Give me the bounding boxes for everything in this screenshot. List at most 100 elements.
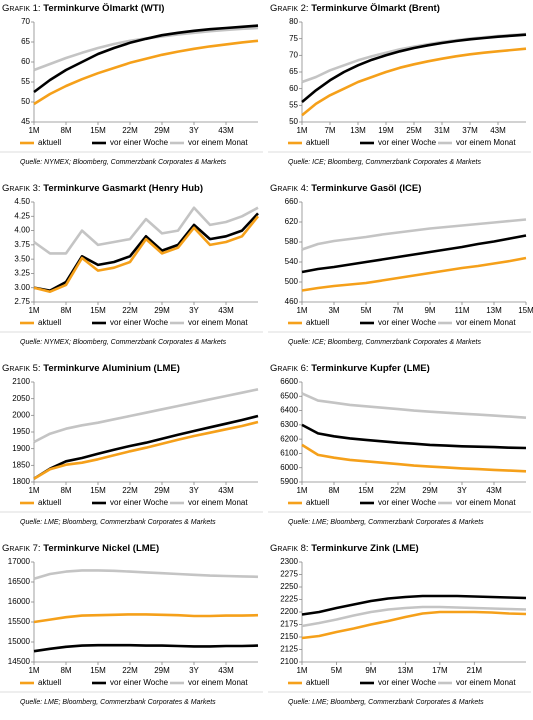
x-tick-label: 43M bbox=[490, 126, 506, 135]
legend-label: vor einer Woche bbox=[378, 318, 437, 327]
legend-label: aktuell bbox=[306, 318, 329, 327]
x-tick-label: 8M bbox=[60, 666, 71, 675]
y-tick-label: 4.00 bbox=[14, 226, 30, 235]
x-tick-label: 37M bbox=[462, 126, 478, 135]
x-tick-label: 29M bbox=[422, 486, 438, 495]
y-tick-label: 2200 bbox=[280, 607, 298, 616]
x-tick-label: 17M bbox=[432, 666, 448, 675]
y-tick-label: 45 bbox=[21, 117, 30, 126]
chart-title: Grafik 6: Terminkurve Kupfer (LME) bbox=[270, 363, 430, 374]
series-line bbox=[33, 420, 259, 480]
legend-label: vor einem Monat bbox=[456, 678, 516, 687]
y-tick-label: 460 bbox=[285, 297, 299, 306]
legend-label: vor einem Monat bbox=[456, 498, 516, 507]
x-tick-label: 22M bbox=[122, 306, 138, 315]
x-tick-label: 43M bbox=[218, 306, 234, 315]
y-tick-label: 50 bbox=[21, 97, 30, 106]
y-tick-label: 60 bbox=[21, 57, 30, 66]
y-tick-label: 14500 bbox=[8, 657, 31, 666]
x-tick-label: 3M bbox=[328, 306, 339, 315]
legend-label: vor einer Woche bbox=[110, 318, 169, 327]
series-line bbox=[301, 218, 527, 251]
y-tick-label: 65 bbox=[21, 37, 30, 46]
y-tick-label: 2225 bbox=[280, 595, 298, 604]
x-tick-label: 43M bbox=[486, 486, 502, 495]
y-tick-label: 3.00 bbox=[14, 283, 30, 292]
y-tick-label: 2275 bbox=[280, 570, 298, 579]
legend-label: vor einer Woche bbox=[378, 138, 437, 147]
y-tick-label: 17000 bbox=[8, 557, 31, 566]
title-text: Terminkurve Kupfer (LME) bbox=[311, 363, 430, 374]
y-tick-label: 2050 bbox=[12, 394, 30, 403]
x-tick-label: 22M bbox=[390, 486, 406, 495]
chart-panel: Grafik 1: Terminkurve Ölmarkt (WTI) 45 50 5… bbox=[0, 3, 263, 166]
legend-label: vor einer Woche bbox=[110, 678, 169, 687]
x-tick-label: 15M bbox=[90, 666, 106, 675]
y-tick-label: 4.50 bbox=[14, 197, 30, 206]
x-tick-label: 11M bbox=[455, 306, 470, 315]
series-line bbox=[301, 443, 527, 473]
x-tick-label: 7M bbox=[324, 126, 335, 135]
x-tick-label: 22M bbox=[122, 666, 138, 675]
y-tick-label: 3.50 bbox=[14, 254, 30, 263]
y-tick-label: 6000 bbox=[280, 463, 298, 472]
series-line bbox=[301, 47, 527, 117]
title-label: Grafik 7: bbox=[2, 543, 41, 554]
x-tick-label: 13M bbox=[350, 126, 366, 135]
title-label: Grafik 4: bbox=[270, 183, 309, 194]
series-line bbox=[301, 610, 527, 640]
chart-panel: Grafik 3: Terminkurve Gasmarkt (Henry Hu… bbox=[0, 183, 263, 346]
chart-title: Grafik 1: Terminkurve Ölmarkt (WTI) bbox=[2, 3, 164, 14]
y-tick-label: 16500 bbox=[8, 577, 31, 586]
chart-panel: Grafik 5: Terminkurve Aluminium (LME) 180… bbox=[0, 363, 263, 526]
x-tick-label: 1M bbox=[28, 126, 39, 135]
y-tick-label: 6400 bbox=[280, 406, 298, 415]
legend-label: aktuell bbox=[38, 138, 61, 147]
x-tick-label: 8M bbox=[60, 486, 71, 495]
y-tick-label: 70 bbox=[289, 50, 298, 59]
chart-title: Grafik 3: Terminkurve Gasmarkt (Henry Hu… bbox=[2, 183, 203, 194]
y-tick-label: 65 bbox=[289, 67, 298, 76]
y-tick-label: 2000 bbox=[12, 410, 30, 419]
source: Quelle: NYMEX; Bloomberg, Commerzbank Co… bbox=[20, 339, 227, 346]
y-tick-label: 2100 bbox=[12, 377, 30, 386]
y-tick-label: 540 bbox=[285, 257, 299, 266]
series-line bbox=[301, 392, 527, 419]
x-tick-label: 43M bbox=[218, 126, 234, 135]
x-tick-label: 1M bbox=[296, 126, 307, 135]
x-tick-label: 29M bbox=[154, 306, 170, 315]
title-label: Grafik 6: bbox=[270, 363, 309, 374]
x-tick-label: 13M bbox=[398, 666, 414, 675]
y-tick-label: 6300 bbox=[280, 420, 298, 429]
source: Quelle: LME; Bloomberg, Commerzbank Corp… bbox=[20, 699, 216, 706]
title-label: Grafik 2: bbox=[270, 3, 309, 14]
chart-title: Grafik 2: Terminkurve Ölmarkt (Brent) bbox=[270, 3, 440, 14]
y-tick-label: 2.75 bbox=[14, 297, 30, 306]
series-line bbox=[33, 39, 259, 106]
y-tick-label: 6500 bbox=[280, 391, 298, 400]
x-tick-label: 43M bbox=[218, 666, 234, 675]
y-tick-label: 2250 bbox=[280, 582, 298, 591]
x-tick-label: 1M bbox=[28, 486, 39, 495]
series-line bbox=[33, 215, 260, 293]
y-tick-label: 4.25 bbox=[14, 211, 30, 220]
chart-title: Grafik 4: Terminkurve Gasöl (ICE) bbox=[270, 183, 421, 194]
y-tick-label: 6100 bbox=[280, 449, 298, 458]
x-tick-label: 22M bbox=[122, 126, 138, 135]
y-tick-label: 75 bbox=[289, 34, 298, 43]
x-tick-label: 31M bbox=[434, 126, 450, 135]
x-tick-label: 13M bbox=[486, 306, 502, 315]
chart-title: Grafik 8: Terminkurve Zink (LME) bbox=[270, 543, 419, 554]
legend-label: vor einem Monat bbox=[456, 138, 516, 147]
legend-label: aktuell bbox=[306, 678, 329, 687]
chart-panel: Grafik 7: Terminkurve Nickel (LME)145001… bbox=[0, 543, 263, 706]
series-line bbox=[33, 24, 259, 94]
title-text: Terminkurve Zink (LME) bbox=[311, 543, 419, 554]
chart-title: Grafik 5: Terminkurve Aluminium (LME) bbox=[2, 363, 180, 374]
y-tick-label: 50 bbox=[289, 117, 298, 126]
x-tick-label: 7M bbox=[392, 306, 403, 315]
y-tick-label: 620 bbox=[285, 217, 299, 226]
title-text: Terminkurve Gasmarkt (Henry Hub) bbox=[43, 183, 203, 194]
series-line bbox=[301, 594, 527, 616]
